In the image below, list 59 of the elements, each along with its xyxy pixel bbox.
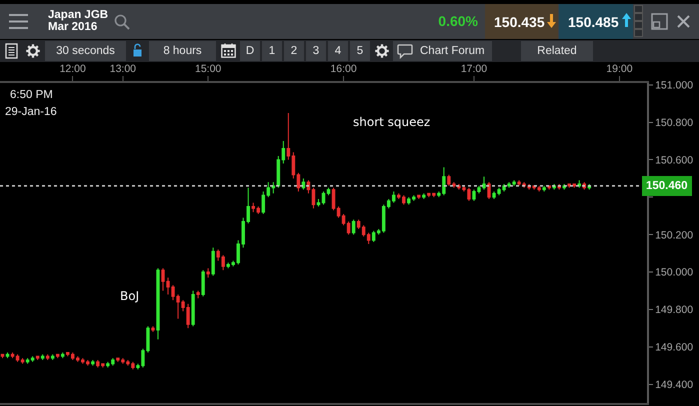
- y-tick-label: 150.800: [655, 116, 694, 129]
- button: Chart Forum: [393, 41, 492, 61]
- x-tick-label: 17:00: [460, 62, 488, 75]
- button: D: [240, 41, 260, 61]
- y-tick-label: 151.000: [655, 80, 694, 92]
- candlestick: [352, 219, 356, 236]
- x-tick-label: 16:00: [330, 62, 357, 75]
- y-tick-label: 150.200: [655, 229, 694, 242]
- candlestick: [60, 352, 64, 359]
- button: 4: [328, 41, 348, 61]
- candlestick: [482, 176, 486, 190]
- chart-title: Japan JGB Mar 2016: [48, 9, 110, 33]
- price-box: 150.435: [485, 4, 558, 39]
- candlestick: [417, 194, 421, 200]
- button: 30 seconds: [45, 41, 126, 61]
- candlestick: [46, 354, 50, 360]
- button: Related: [521, 41, 593, 61]
- y-tick-label: 149.600: [655, 342, 694, 354]
- candlestick: [422, 192, 426, 200]
- candlestick: [50, 354, 54, 360]
- annotation: 6:50 PM: [10, 89, 53, 101]
- candlestick: [578, 180, 582, 188]
- candlestick: [56, 354, 60, 359]
- candlestick: [40, 354, 44, 360]
- candlestick: [151, 326, 155, 332]
- x-tick-label: 13:00: [110, 62, 136, 75]
- button: 2: [284, 41, 304, 61]
- price-box: 150.485: [559, 4, 633, 39]
- annotation: 29-Jan-16: [5, 106, 57, 118]
- y-tick-label: 150.000: [655, 266, 694, 279]
- button: 8 hours: [149, 41, 216, 61]
- candlestick: [161, 268, 165, 292]
- x-tick-label: 19:00: [606, 62, 633, 75]
- candlestick: [302, 178, 306, 190]
- button: 5: [350, 41, 370, 61]
- y-tick-label: 150.600: [655, 154, 694, 166]
- candlestick: [211, 247, 215, 276]
- candlestick: [191, 290, 195, 327]
- candlestick: [201, 270, 205, 297]
- candlestick: [326, 187, 330, 196]
- x-tick-label: 15:00: [195, 62, 222, 75]
- candlestick: [36, 356, 40, 360]
- candlestick: [542, 185, 546, 192]
- candlestick: [91, 359, 95, 366]
- candlestick: [6, 352, 10, 359]
- annotation: BoJ: [120, 289, 140, 303]
- y-tick-label: 149.400: [655, 378, 694, 391]
- candlestick: [472, 189, 476, 202]
- text: 0.60%: [437, 13, 478, 29]
- button: 1: [262, 41, 282, 61]
- x-tick-label: 12:00: [60, 62, 86, 75]
- candlestick: [316, 198, 320, 208]
- ref-line-label: 150.460: [646, 180, 688, 192]
- candlestick: [562, 184, 566, 190]
- candlestick: [206, 268, 210, 278]
- annotation: short squeez: [353, 115, 430, 129]
- button: 3: [306, 41, 326, 61]
- y-tick-label: 149.800: [655, 304, 694, 316]
- candlestick: [196, 290, 200, 299]
